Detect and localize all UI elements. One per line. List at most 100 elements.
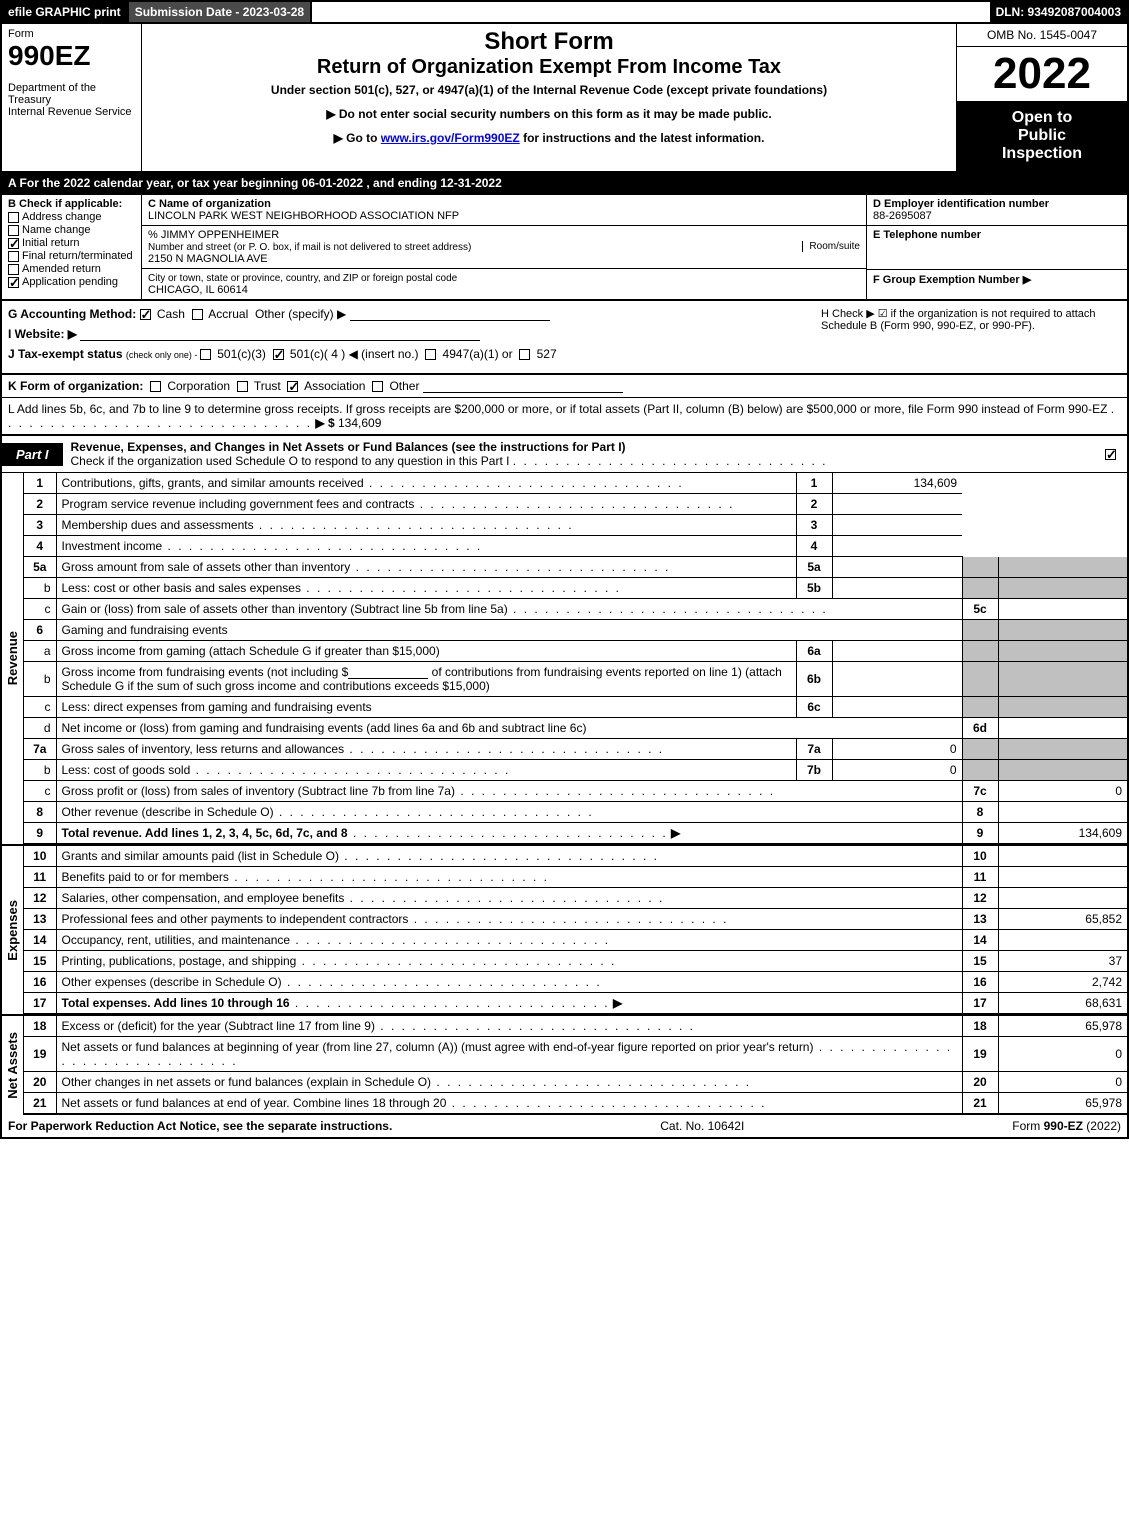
checkbox-icon [8, 225, 19, 236]
top-bar: efile GRAPHIC print Submission Date - 20… [0, 0, 1129, 24]
line-6d: dNet income or (loss) from gaming and fu… [24, 718, 1128, 739]
city: CHICAGO, IL 60614 [148, 284, 248, 296]
expenses-side-label: Expenses [3, 896, 22, 965]
tax-year: 2022 [957, 47, 1127, 101]
checkbox-checked-icon [1105, 449, 1116, 460]
other-method-field[interactable] [350, 307, 550, 321]
value-13: 65,852 [998, 909, 1128, 930]
checkbox-other-icon[interactable] [372, 381, 383, 392]
line-7c: cGross profit or (loss) from sales of in… [24, 781, 1128, 802]
section-d-label: D Employer identification number [873, 198, 1049, 210]
omb-number: OMB No. 1545-0047 [957, 24, 1127, 47]
value-16: 2,742 [998, 972, 1128, 993]
line-9: 9Total revenue. Add lines 1, 2, 3, 4, 5c… [24, 823, 1128, 844]
value-15: 37 [998, 951, 1128, 972]
section-bcdef: B Check if applicable: Address change Na… [0, 195, 1129, 301]
checkbox-501c-icon[interactable] [273, 349, 284, 360]
checkbox-icon [8, 264, 19, 275]
value-19: 0 [998, 1037, 1128, 1072]
revenue-table: 1Contributions, gifts, grants, and simil… [24, 473, 1129, 844]
section-f-label: F Group Exemption Number [873, 274, 1020, 286]
line-a-period: A For the 2022 calendar year, or tax yea… [0, 173, 1129, 195]
checkbox-527-icon[interactable] [519, 349, 530, 360]
line-6c: cLess: direct expenses from gaming and f… [24, 697, 1128, 718]
street: 2150 N MAGNOLIA AVE [148, 253, 268, 265]
submission-date: Submission Date - 2023-03-28 [129, 2, 312, 22]
line-6a: aGross income from gaming (attach Schedu… [24, 641, 1128, 662]
footer-center: Cat. No. 10642I [660, 1119, 744, 1133]
part1-title: Revenue, Expenses, and Changes in Net As… [63, 436, 1105, 472]
checkbox-cash-icon[interactable] [140, 309, 151, 320]
check-initial-return[interactable]: Initial return [8, 237, 135, 249]
line-10: 10Grants and similar amounts paid (list … [24, 846, 1128, 867]
line-8: 8Other revenue (describe in Schedule O)8 [24, 802, 1128, 823]
check-final-return[interactable]: Final return/terminated [8, 250, 135, 262]
org-name: LINCOLN PARK WEST NEIGHBORHOOD ASSOCIATI… [148, 210, 459, 222]
section-c-label: C Name of organization [148, 198, 271, 210]
section-b: B Check if applicable: Address change Na… [2, 195, 142, 299]
section-k: K Form of organization: Corporation Trus… [0, 375, 1129, 398]
check-address-change[interactable]: Address change [8, 211, 135, 223]
revenue-section: Revenue 1Contributions, gifts, grants, a… [0, 473, 1129, 846]
form-label: Form [8, 28, 135, 40]
line-21: 21Net assets or fund balances at end of … [24, 1093, 1128, 1115]
checkbox-accrual-icon[interactable] [192, 309, 203, 320]
checkbox-checked-icon [8, 277, 19, 288]
checkbox-4947-icon[interactable] [425, 349, 436, 360]
ein: 88-2695087 [873, 210, 932, 222]
checkbox-trust-icon[interactable] [237, 381, 248, 392]
value-21: 65,978 [998, 1093, 1128, 1115]
header-left: Form 990EZ Department of the Treasury In… [2, 24, 142, 171]
irs-link[interactable]: www.irs.gov/Form990EZ [381, 131, 520, 145]
checkbox-icon [8, 212, 19, 223]
line-7a: 7aGross sales of inventory, less returns… [24, 739, 1128, 760]
check-name-change[interactable]: Name change [8, 224, 135, 236]
value-9: 134,609 [998, 823, 1128, 844]
line-19: 19Net assets or fund balances at beginni… [24, 1037, 1128, 1072]
value-1: 134,609 [832, 473, 962, 494]
section-e-label: E Telephone number [873, 229, 981, 241]
value-17: 68,631 [998, 993, 1128, 1014]
checkbox-corp-icon[interactable] [150, 381, 161, 392]
room-label: Room/suite [802, 241, 860, 252]
header-center: Short Form Return of Organization Exempt… [142, 24, 957, 171]
expenses-table: 10Grants and similar amounts paid (list … [24, 846, 1129, 1014]
efile-label[interactable]: efile GRAPHIC print [2, 2, 129, 22]
line-6: 6Gaming and fundraising events [24, 620, 1128, 641]
note-ssn: ▶ Do not enter social security numbers o… [150, 107, 948, 121]
arrow-icon: ▶ [613, 996, 622, 1010]
title-short-form: Short Form [150, 28, 948, 56]
section-h: H Check ▶ ☑ if the organization is not r… [821, 307, 1121, 332]
subtitle: Under section 501(c), 527, or 4947(a)(1)… [150, 83, 948, 97]
part1-check[interactable] [1105, 447, 1127, 461]
line-15: 15Printing, publications, postage, and s… [24, 951, 1128, 972]
value-18: 65,978 [998, 1016, 1128, 1037]
city-label: City or town, state or province, country… [148, 273, 457, 284]
footer-left: For Paperwork Reduction Act Notice, see … [8, 1119, 392, 1133]
checkbox-assoc-icon[interactable] [287, 381, 298, 392]
revenue-side-label: Revenue [3, 627, 22, 689]
value-7c: 0 [998, 781, 1128, 802]
section-l: L Add lines 5b, 6c, and 7b to line 9 to … [0, 398, 1129, 436]
line-3: 3Membership dues and assessments3 [24, 515, 1128, 536]
other-org-field[interactable] [423, 379, 623, 393]
line-16: 16Other expenses (describe in Schedule O… [24, 972, 1128, 993]
section-def: D Employer identification number 88-2695… [867, 195, 1127, 299]
section-j: J Tax-exempt status (check only one) - 5… [8, 347, 1121, 361]
line-13: 13Professional fees and other payments t… [24, 909, 1128, 930]
line-7b: bLess: cost of goods sold7b0 [24, 760, 1128, 781]
page-footer: For Paperwork Reduction Act Notice, see … [0, 1115, 1129, 1139]
line-11: 11Benefits paid to or for members11 [24, 867, 1128, 888]
part1-header: Part I Revenue, Expenses, and Changes in… [0, 436, 1129, 473]
footer-right: Form 990-EZ (2022) [1012, 1119, 1121, 1133]
website-field[interactable] [80, 327, 480, 341]
line-12: 12Salaries, other compensation, and empl… [24, 888, 1128, 909]
check-application-pending[interactable]: Application pending [8, 276, 135, 288]
arrow-icon: ▶ [1023, 274, 1031, 286]
arrow-icon: ▶ [671, 826, 680, 840]
line-14: 14Occupancy, rent, utilities, and mainte… [24, 930, 1128, 951]
line-17: 17Total expenses. Add lines 10 through 1… [24, 993, 1128, 1014]
careof: % JIMMY OPPENHEIMER [148, 229, 279, 241]
check-amended-return[interactable]: Amended return [8, 263, 135, 275]
checkbox-501c3-icon[interactable] [200, 349, 211, 360]
